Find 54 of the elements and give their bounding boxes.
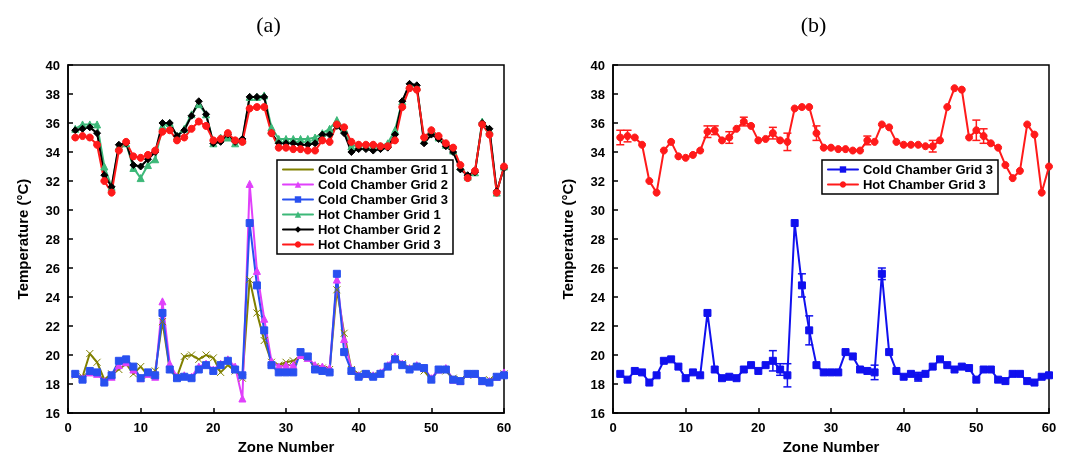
y-tick-label: 32 [45,173,60,189]
y-tick-label: 36 [45,115,60,131]
y-tick-label: 20 [45,347,60,363]
y-tick-label: 28 [590,231,605,247]
y-tick-label: 28 [45,231,60,247]
legend-label: Hot Chamber Grid 3 [317,237,441,252]
x-tick-label: 60 [496,420,512,435]
y-axis-title: Temperature (°C) [559,178,576,300]
y-tick-label: 32 [590,173,605,189]
y-tick-label: 36 [590,115,605,131]
y-tick-label: 34 [45,144,61,160]
x-axis-title: Zone Number [237,437,335,455]
y-tick-label: 24 [590,289,606,305]
y-tick-label: 38 [45,86,60,102]
x-tick-label: 30 [823,420,839,435]
x-tick-label: 60 [1041,420,1057,435]
y-tick-label: 38 [590,86,605,102]
y-tick-label: 22 [590,318,605,334]
legend-label: Cold Chamber Grid 3 [862,162,994,177]
y-tick-label: 24 [45,289,61,305]
y-tick-label: 26 [590,260,605,276]
y-tick-label: 34 [590,144,606,160]
legend-label: Hot Chamber Grid 2 [317,222,441,237]
y-tick-label: 40 [590,57,605,73]
y-tick-label: 22 [45,318,60,334]
legend-label: Cold Chamber Grid 3 [317,192,449,207]
chart-title: (a) [256,11,281,37]
x-axis-title: Zone Number [782,437,880,455]
y-tick-label: 20 [590,347,605,363]
legend-label: Hot Chamber Grid 3 [862,177,986,192]
x-tick-label: 50 [424,420,439,435]
y-tick-label: 30 [45,202,60,218]
y-tick-label: 18 [590,376,605,392]
x-tick-label: 40 [351,420,366,435]
x-tick-label: 20 [751,420,766,435]
x-tick-label: 40 [896,420,911,435]
chart-title: (b) [800,11,827,37]
x-tick-label: 0 [64,420,72,435]
legend-label: Cold Chamber Grid 1 [317,162,449,177]
x-tick-label: 10 [678,420,693,435]
y-axis-title: Temperature (°C) [14,178,31,300]
y-tick-label: 16 [590,405,605,421]
y-tick-label: 40 [45,57,60,73]
x-tick-label: 10 [133,420,148,435]
y-tick-label: 16 [45,405,60,421]
x-tick-label: 0 [609,420,617,435]
y-tick-label: 30 [590,202,605,218]
legend-label: Hot Chamber Grid 1 [317,207,441,222]
x-tick-label: 50 [969,420,984,435]
x-tick-label: 20 [206,420,221,435]
y-tick-label: 18 [45,376,60,392]
y-tick-label: 26 [45,260,60,276]
x-tick-label: 30 [278,420,294,435]
legend-label: Cold Chamber Grid 2 [317,177,449,192]
